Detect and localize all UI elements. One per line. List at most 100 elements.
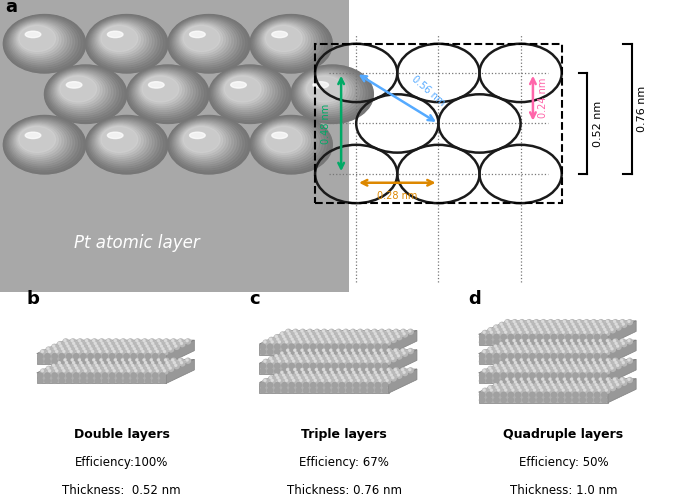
Circle shape xyxy=(100,359,102,361)
Circle shape xyxy=(611,328,613,330)
Circle shape xyxy=(395,332,400,337)
Circle shape xyxy=(88,364,93,369)
Circle shape xyxy=(158,340,160,342)
Circle shape xyxy=(326,338,332,343)
Circle shape xyxy=(337,349,339,351)
Circle shape xyxy=(299,358,301,360)
Circle shape xyxy=(560,366,565,371)
Circle shape xyxy=(87,117,165,172)
Circle shape xyxy=(289,388,295,393)
Circle shape xyxy=(482,330,488,336)
Circle shape xyxy=(490,369,495,374)
Circle shape xyxy=(312,338,315,340)
Circle shape xyxy=(119,367,121,369)
Circle shape xyxy=(620,377,625,382)
Circle shape xyxy=(571,378,573,380)
Circle shape xyxy=(258,121,316,162)
Circle shape xyxy=(376,355,378,357)
Circle shape xyxy=(121,339,126,344)
Circle shape xyxy=(314,360,316,362)
Circle shape xyxy=(621,380,627,385)
Circle shape xyxy=(575,369,581,374)
Circle shape xyxy=(551,364,556,369)
Circle shape xyxy=(514,322,519,327)
Circle shape xyxy=(522,323,524,325)
Circle shape xyxy=(12,21,69,61)
Circle shape xyxy=(343,341,345,343)
Ellipse shape xyxy=(25,31,41,38)
Circle shape xyxy=(149,351,151,353)
Circle shape xyxy=(486,354,492,359)
Circle shape xyxy=(395,330,397,332)
Circle shape xyxy=(580,392,586,397)
Circle shape xyxy=(353,334,359,340)
Circle shape xyxy=(309,351,314,356)
Circle shape xyxy=(81,359,86,364)
Circle shape xyxy=(97,347,101,352)
Circle shape xyxy=(559,326,561,328)
Circle shape xyxy=(92,20,154,63)
Circle shape xyxy=(341,377,344,379)
Circle shape xyxy=(604,350,610,355)
Text: a: a xyxy=(5,0,18,16)
Circle shape xyxy=(501,392,506,397)
Circle shape xyxy=(140,347,145,352)
Circle shape xyxy=(388,371,393,376)
Circle shape xyxy=(336,341,338,343)
Circle shape xyxy=(282,374,284,376)
Circle shape xyxy=(586,361,590,366)
Circle shape xyxy=(138,73,187,108)
Polygon shape xyxy=(37,354,166,364)
Circle shape xyxy=(45,359,50,364)
Circle shape xyxy=(55,350,60,355)
Circle shape xyxy=(580,354,586,359)
Circle shape xyxy=(145,373,151,378)
Circle shape xyxy=(138,354,144,359)
Circle shape xyxy=(90,119,160,168)
Circle shape xyxy=(551,359,557,364)
Circle shape xyxy=(101,362,103,364)
Circle shape xyxy=(140,75,182,104)
Circle shape xyxy=(123,343,125,345)
Circle shape xyxy=(58,342,63,347)
Circle shape xyxy=(550,381,553,383)
Circle shape xyxy=(564,323,567,325)
Circle shape xyxy=(372,341,374,343)
Circle shape xyxy=(282,388,287,393)
Circle shape xyxy=(573,364,578,369)
Circle shape xyxy=(256,19,321,65)
Circle shape xyxy=(584,370,586,372)
Circle shape xyxy=(482,369,488,374)
Circle shape xyxy=(409,330,411,332)
Circle shape xyxy=(610,345,612,347)
Circle shape xyxy=(501,364,506,369)
Circle shape xyxy=(508,323,510,325)
Circle shape xyxy=(614,361,619,366)
Circle shape xyxy=(537,340,543,345)
Circle shape xyxy=(316,332,321,337)
Circle shape xyxy=(504,369,509,374)
Circle shape xyxy=(606,340,608,342)
Circle shape xyxy=(142,370,144,372)
Circle shape xyxy=(340,338,346,343)
Circle shape xyxy=(513,378,515,380)
Circle shape xyxy=(514,361,519,366)
Circle shape xyxy=(162,350,168,355)
Circle shape xyxy=(483,331,485,333)
Circle shape xyxy=(508,364,513,369)
Circle shape xyxy=(174,345,179,350)
Circle shape xyxy=(591,331,593,333)
Circle shape xyxy=(606,359,608,361)
Circle shape xyxy=(568,348,570,350)
Circle shape xyxy=(556,359,558,361)
Circle shape xyxy=(145,364,151,369)
Circle shape xyxy=(314,341,316,343)
Circle shape xyxy=(531,328,536,333)
Circle shape xyxy=(135,358,140,363)
Circle shape xyxy=(525,369,531,374)
Circle shape xyxy=(377,357,382,362)
Circle shape xyxy=(88,17,162,69)
Circle shape xyxy=(486,397,492,402)
Circle shape xyxy=(495,366,501,371)
Circle shape xyxy=(371,340,376,345)
